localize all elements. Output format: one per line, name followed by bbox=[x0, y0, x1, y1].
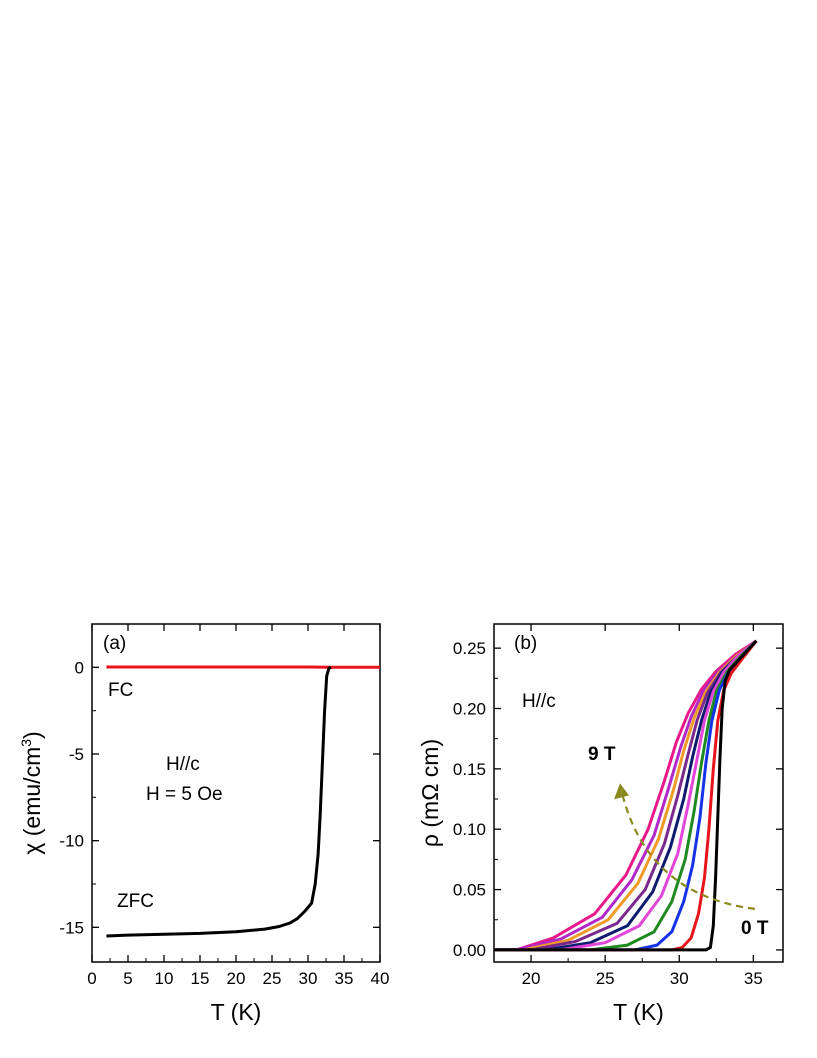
x-tick-label: 35 bbox=[744, 969, 763, 988]
x-tick-label: 30 bbox=[299, 969, 318, 988]
y-tick-label: -5 bbox=[69, 745, 84, 764]
y-tick-label: 0.00 bbox=[453, 941, 486, 960]
resistivity-curve-0 bbox=[494, 639, 758, 952]
x-tick-label: 0 bbox=[87, 969, 96, 988]
ylabel-close: ) bbox=[19, 731, 45, 739]
fc-label: FC bbox=[108, 680, 133, 701]
x-tick-label: 10 bbox=[155, 969, 174, 988]
resistivity-curve-1 bbox=[494, 639, 758, 952]
field-direction-annotation: H//c bbox=[166, 754, 200, 775]
x-tick-label: 35 bbox=[335, 969, 354, 988]
y-tick-label: 0.10 bbox=[453, 820, 486, 839]
x-tick-label: 30 bbox=[670, 969, 689, 988]
panel-b-frame bbox=[493, 623, 784, 963]
ylabel-superscript: 3 bbox=[18, 739, 34, 747]
field-arrow-head bbox=[613, 783, 629, 800]
x-tick-label: 40 bbox=[371, 969, 390, 988]
x-tick-label: 25 bbox=[596, 969, 615, 988]
panel-b: 20 25 30 35 0.00 0.05 0.10 0.15 0.20 0.25 (b) H//… bbox=[417, 623, 784, 1025]
y-tick-label: 0.15 bbox=[453, 760, 486, 779]
panel-b-series bbox=[494, 639, 758, 952]
series-zfc-line bbox=[106, 665, 332, 938]
resistivity-curve-4 bbox=[494, 639, 758, 952]
field-arrow bbox=[621, 796, 755, 910]
field-direction-annotation-b: H//c bbox=[522, 691, 556, 712]
panel-b-xlabel: T (K) bbox=[613, 999, 664, 1025]
y-tick-label: -10 bbox=[59, 832, 84, 851]
y-tick-label: 0.05 bbox=[453, 881, 486, 900]
panel-a-ticks: 0 5 10 15 20 25 30 35 40 0 -5 -10 -15 bbox=[59, 623, 390, 988]
ylabel-main: χ (emu/cm bbox=[19, 747, 45, 855]
y-tick-label: -15 bbox=[59, 918, 84, 937]
zero-tesla-label: 0 T bbox=[741, 918, 769, 939]
y-tick-label: 0.25 bbox=[453, 639, 486, 658]
zfc-label: ZFC bbox=[117, 891, 154, 912]
x-tick-label: 20 bbox=[522, 969, 541, 988]
x-tick-label: 15 bbox=[191, 969, 210, 988]
panel-b-ticks: 20 25 30 35 0.00 0.05 0.10 0.15 0.20 0.25 bbox=[453, 624, 783, 988]
nine-tesla-label: 9 T bbox=[588, 744, 616, 765]
y-tick-label: 0.20 bbox=[453, 700, 486, 719]
x-tick-label: 25 bbox=[263, 969, 282, 988]
panel-a-series bbox=[106, 665, 380, 938]
panel-b-label: (b) bbox=[514, 633, 537, 654]
panel-a: 0 5 10 15 20 25 30 35 40 0 -5 -10 -15 (a) FC ZFC H//… bbox=[18, 623, 390, 1025]
field-value-annotation: H = 5 Oe bbox=[146, 784, 223, 805]
resistivity-curve-9 bbox=[494, 639, 758, 952]
panel-b-ylabel: ρ (mΩ cm) bbox=[417, 739, 443, 847]
panel-a-xlabel: T (K) bbox=[211, 999, 262, 1025]
y-tick-label: 0 bbox=[75, 658, 84, 677]
x-tick-label: 5 bbox=[123, 969, 132, 988]
panel-a-ylabel: χ (emu/cm3) bbox=[18, 731, 45, 854]
x-tick-label: 20 bbox=[227, 969, 246, 988]
panel-a-label: (a) bbox=[103, 633, 126, 654]
